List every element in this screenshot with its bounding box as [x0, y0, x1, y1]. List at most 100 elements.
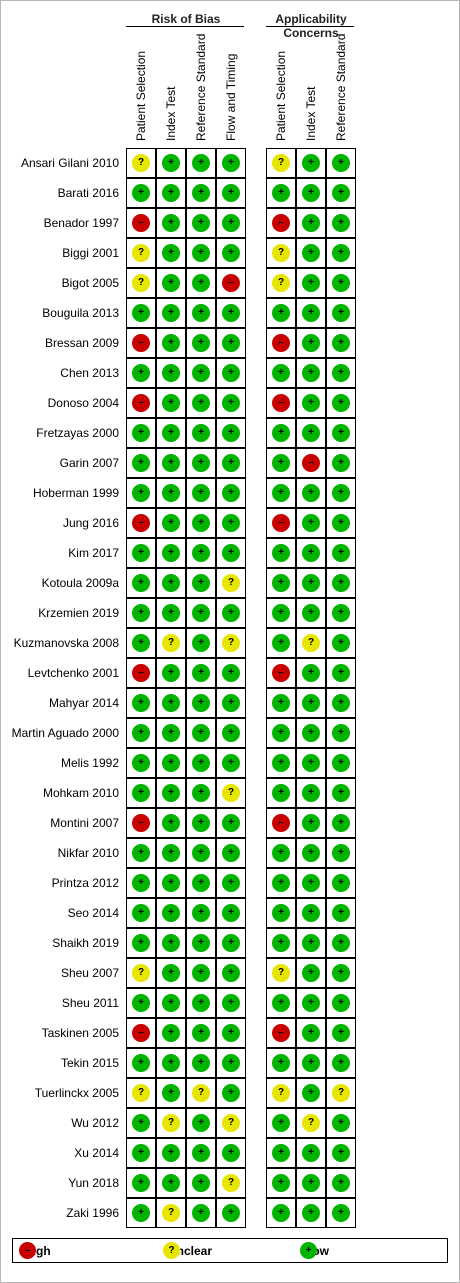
- rating-symbol: ?: [137, 967, 145, 978]
- rating-low-icon: +: [332, 634, 350, 652]
- rating-symbol: +: [168, 1057, 174, 1068]
- rating-low-icon: +: [162, 964, 180, 982]
- rating-cell: +: [156, 958, 186, 988]
- rating-cell: +: [296, 688, 326, 718]
- rating-symbol: +: [338, 517, 344, 528]
- study-label: Zaki 1996: [66, 1206, 119, 1220]
- rating-cell: +: [156, 928, 186, 958]
- rating-symbol: +: [138, 577, 144, 588]
- rating-low-icon: +: [332, 484, 350, 502]
- rating-cell: +: [216, 538, 246, 568]
- rating-low-icon: +: [192, 304, 210, 322]
- rating-symbol: +: [198, 457, 204, 468]
- rating-symbol: +: [198, 1147, 204, 1158]
- rating-symbol: +: [168, 427, 174, 438]
- study-label: Fretzayas 2000: [36, 426, 119, 440]
- rating-low-icon: +: [192, 214, 210, 232]
- rating-unclear-icon: ?: [222, 1114, 240, 1132]
- rating-cell: +: [186, 148, 216, 178]
- rating-cell: +: [326, 898, 356, 928]
- study-label: Bouguila 2013: [42, 306, 119, 320]
- rating-symbol: –: [278, 817, 284, 828]
- rating-symbol: +: [198, 307, 204, 318]
- rating-symbol: +: [278, 1117, 284, 1128]
- study-label: Printza 2012: [51, 876, 119, 890]
- rating-low-icon: +: [192, 364, 210, 382]
- rating-cell: +: [216, 988, 246, 1018]
- rating-symbol: +: [278, 457, 284, 468]
- rating-low-icon: +: [332, 274, 350, 292]
- rating-symbol: –: [138, 397, 144, 408]
- rating-low-icon: +: [162, 514, 180, 532]
- rating-symbol: +: [338, 1147, 344, 1158]
- rating-low-icon: +: [332, 784, 350, 802]
- rating-symbol: +: [138, 367, 144, 378]
- rating-low-icon: +: [222, 1144, 240, 1162]
- rating-low-icon: +: [222, 1024, 240, 1042]
- rating-low-icon: +: [302, 754, 320, 772]
- rating-symbol: +: [308, 337, 314, 348]
- rating-cell: +: [186, 1168, 216, 1198]
- study-label: Nikfar 2010: [57, 846, 119, 860]
- rating-symbol: ?: [197, 1087, 205, 1098]
- rating-low-icon: +: [302, 424, 320, 442]
- rating-cell: +: [156, 268, 186, 298]
- rating-cell: +: [266, 178, 296, 208]
- rating-low-icon: +: [162, 1024, 180, 1042]
- rating-symbol: +: [308, 217, 314, 228]
- rating-symbol: +: [338, 247, 344, 258]
- rating-low-icon: +: [332, 604, 350, 622]
- rating-symbol: +: [338, 187, 344, 198]
- rating-cell: +: [296, 658, 326, 688]
- rating-low-icon: +: [162, 274, 180, 292]
- rating-low-icon: +: [192, 1114, 210, 1132]
- rating-symbol: +: [308, 577, 314, 588]
- rating-cell: +: [326, 868, 356, 898]
- rating-cell: +: [326, 658, 356, 688]
- rating-low-icon: +: [302, 544, 320, 562]
- rating-high-icon: –: [132, 814, 150, 832]
- rating-low-icon: +: [132, 364, 150, 382]
- rating-low-icon: +: [192, 244, 210, 262]
- rating-symbol: +: [198, 907, 204, 918]
- rating-cell: ?: [126, 1078, 156, 1108]
- rating-cell: +: [326, 778, 356, 808]
- rating-cell: +: [126, 988, 156, 1018]
- rating-symbol: +: [228, 907, 234, 918]
- rating-symbol: ?: [307, 637, 315, 648]
- study-label: Levtchenko 2001: [27, 666, 119, 680]
- rating-cell: +: [296, 358, 326, 388]
- rating-symbol: +: [308, 187, 314, 198]
- rating-symbol: +: [308, 847, 314, 858]
- rating-low-icon: +: [162, 904, 180, 922]
- rating-cell: +: [296, 238, 326, 268]
- study-label: Benador 1997: [43, 216, 119, 230]
- rating-high-icon: –: [132, 334, 150, 352]
- rating-cell: +: [186, 1108, 216, 1138]
- rating-low-icon: +: [192, 184, 210, 202]
- rating-symbol: +: [278, 547, 284, 558]
- rating-symbol: +: [338, 847, 344, 858]
- rating-cell: +: [216, 328, 246, 358]
- rating-symbol: +: [168, 187, 174, 198]
- rating-symbol: +: [198, 487, 204, 498]
- rating-low-icon: +: [192, 1024, 210, 1042]
- rating-low-icon: +: [272, 844, 290, 862]
- rating-low-icon: +: [162, 1084, 180, 1102]
- rating-symbol: +: [308, 607, 314, 618]
- rating-symbol: –: [278, 397, 284, 408]
- rating-low-icon: +: [272, 424, 290, 442]
- rating-symbol: +: [338, 997, 344, 1008]
- rating-cell: +: [326, 358, 356, 388]
- rating-high-icon: –: [272, 334, 290, 352]
- rating-symbol: +: [228, 727, 234, 738]
- legend-unclear-icon: ?: [163, 1242, 180, 1259]
- rating-low-icon: +: [222, 814, 240, 832]
- rating-low-icon: +: [332, 244, 350, 262]
- rating-symbol: +: [198, 367, 204, 378]
- rating-symbol: +: [198, 667, 204, 678]
- study-label: Taskinen 2005: [41, 1026, 119, 1040]
- rating-cell: –: [126, 658, 156, 688]
- rating-cell: +: [266, 418, 296, 448]
- rating-symbol: +: [228, 487, 234, 498]
